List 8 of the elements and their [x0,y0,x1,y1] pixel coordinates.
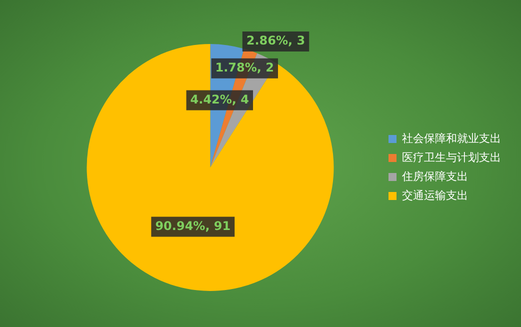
data-label: 2.86%, 3 [246,34,306,48]
legend-label: 社会保障和就业支出 [402,132,501,145]
legend-label: 交通运输支出 [402,188,468,202]
legend-label: 医疗卫生与计划支出 [402,150,501,164]
data-label: 4.42%, 4 [190,92,250,106]
data-label: 1.78%, 2 [215,60,274,74]
legend-label: 住房保障支出 [402,170,468,183]
data-label: 90.94%, 91 [155,218,231,233]
